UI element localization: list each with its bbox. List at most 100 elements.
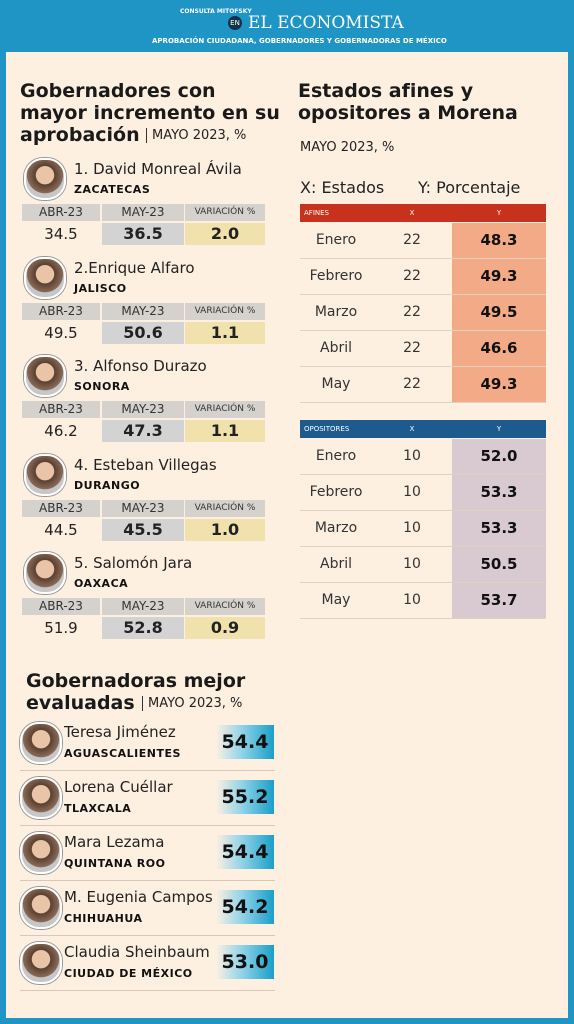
governess-name: Claudia Sheinbaum — [64, 943, 210, 961]
month: Abril — [300, 547, 372, 583]
approval-value: 34.5 — [44, 225, 78, 243]
section-note: MAYO 2023, % — [142, 696, 242, 711]
column-header: MAY-23 — [102, 598, 184, 615]
governess-state: CIUDAD DE MÉXICO — [64, 967, 193, 980]
column-header: VARIACIÓN % — [185, 401, 265, 418]
table-header: Y — [452, 204, 546, 222]
governor-state: OAXACA — [74, 577, 129, 590]
state-count: 22 — [372, 331, 452, 367]
en-badge: EN — [228, 16, 242, 30]
brand: EL ECONOMISTA — [248, 13, 404, 33]
month: Enero — [300, 439, 372, 475]
section-note: MAYO 2023, % — [146, 128, 246, 143]
percentage: 52.0 — [452, 439, 546, 475]
governess-state: TLAXCALA — [64, 802, 132, 815]
month: Enero — [300, 223, 372, 259]
column-header: MAY-23 — [102, 302, 184, 320]
divider — [20, 935, 275, 936]
table-header: Y — [452, 420, 546, 438]
percentage: 49.5 — [452, 295, 546, 331]
approval-value: 51.9 — [44, 619, 78, 637]
governess-name: Mara Lezama — [64, 833, 165, 851]
column-header: ABR-23 — [22, 598, 100, 615]
governor-state: DURANGO — [74, 478, 141, 492]
column-header: ABR-23 — [22, 401, 100, 418]
divider — [20, 990, 275, 991]
percentage: 53.3 — [452, 511, 546, 547]
state-count: 10 — [372, 583, 452, 619]
approval-score: 55.2 — [216, 780, 274, 814]
governess-state: CHIHUAHUA — [64, 912, 143, 925]
table-header: OPOSITORES — [300, 420, 372, 438]
avatar — [20, 887, 62, 929]
column-header: ABR-23 — [22, 499, 100, 517]
column-header: MAY-23 — [102, 401, 184, 418]
approval-value: 0.9 — [185, 617, 265, 639]
governor-name: 1. David Monreal Ávila — [74, 160, 242, 178]
approval-score: 54.2 — [216, 890, 274, 924]
logo: CONSULTA MITOFSKY — [180, 8, 252, 15]
divider — [20, 770, 275, 771]
approval-value: 46.2 — [44, 422, 78, 440]
column-header: VARIACIÓN % — [185, 499, 265, 517]
governor-state: SONORA — [74, 380, 130, 393]
percentage: 53.7 — [452, 583, 546, 619]
divider — [20, 880, 275, 881]
avatar — [24, 256, 66, 299]
governor-name: 3. Alfonso Durazo — [74, 357, 207, 375]
approval-value: 45.5 — [102, 518, 184, 541]
avatar — [20, 722, 62, 764]
approval-value: 36.5 — [102, 223, 184, 245]
avatar — [20, 832, 62, 874]
column-header: MAY-23 — [102, 499, 184, 517]
month: Marzo — [300, 511, 372, 547]
avatar — [24, 158, 66, 200]
approval-value: 1.1 — [185, 420, 265, 442]
state-count: 22 — [372, 223, 452, 259]
approval-value: 50.6 — [102, 321, 184, 344]
governor-state: ZACATECAS — [74, 183, 151, 196]
state-count: 10 — [372, 439, 452, 475]
state-count: 22 — [372, 259, 452, 295]
state-count: 10 — [372, 547, 452, 583]
approval-value: 1.1 — [185, 321, 265, 344]
column-header: VARIACIÓN % — [185, 302, 265, 320]
avatar — [24, 355, 66, 397]
approval-value: 2.0 — [185, 223, 265, 245]
state-count: 22 — [372, 367, 452, 403]
governor-state: JALISCO — [74, 281, 127, 295]
month: Febrero — [300, 259, 372, 295]
month: Febrero — [300, 475, 372, 511]
avatar — [20, 942, 62, 984]
month: Abril — [300, 331, 372, 367]
percentage: 49.3 — [452, 259, 546, 295]
approval-value: 49.5 — [44, 323, 78, 342]
governess-name: Teresa Jiménez — [64, 723, 176, 741]
column-header: MAY-23 — [102, 204, 184, 221]
approval-value: 47.3 — [102, 420, 184, 442]
column-header: VARIACIÓN % — [185, 204, 265, 221]
section-title: Gobernadores con mayor incremento en su … — [20, 80, 280, 146]
section-title: Gobernadoras mejor evaluadas — [26, 670, 246, 714]
state-count: 22 — [372, 295, 452, 331]
percentage: 53.3 — [452, 475, 546, 511]
governess-state: AGUASCALIENTES — [64, 747, 181, 760]
governor-name: 4. Esteban Villegas — [74, 455, 217, 474]
state-count: 10 — [372, 511, 452, 547]
table-header: X — [372, 204, 452, 222]
month: May — [300, 367, 372, 403]
governor-name: 2.Enrique Alfaro — [74, 258, 195, 277]
content: Gobernadores con mayor incremento en su … — [6, 52, 568, 1018]
approval-value: 1.0 — [185, 518, 265, 541]
governess-name: M. Eugenia Campos — [64, 888, 213, 906]
avatar — [24, 453, 66, 496]
table-header: AFINES — [300, 204, 372, 222]
section-note: MAYO 2023, % — [300, 140, 395, 155]
month: Marzo — [300, 295, 372, 331]
percentage: 49.3 — [452, 367, 546, 403]
approval-score: 54.4 — [216, 725, 274, 759]
month: May — [300, 583, 372, 619]
